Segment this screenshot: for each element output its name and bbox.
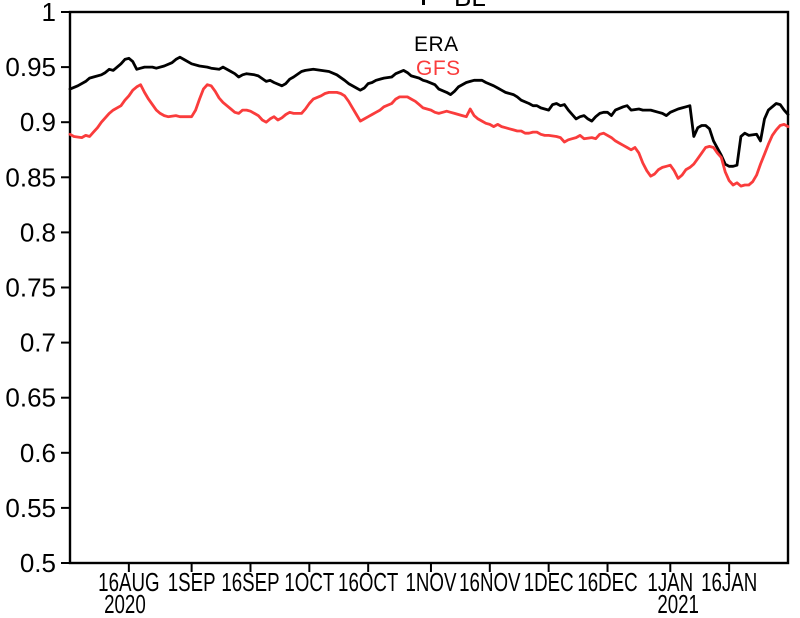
- x-axis-tick-label: 16AUG: [98, 567, 159, 597]
- series-line-era: [68, 55, 790, 168]
- y-axis-tick-label: 0.95: [5, 52, 56, 82]
- x-axis-tick-label-group: 1SEP: [168, 567, 216, 597]
- title-fragment-clip: BL: [440, 0, 580, 6]
- y-axis-tick-label: 0.6: [20, 438, 56, 468]
- plot-frame: [68, 10, 790, 565]
- y-axis-tick-label: 0.75: [5, 273, 56, 303]
- y-axis-tick-label: 0.55: [5, 493, 56, 523]
- x-axis-tick-label: 1SEP: [168, 567, 216, 597]
- x-axis-year-label-group: 2021: [657, 589, 699, 618]
- y-axis-tick-label: 0.8: [20, 217, 56, 247]
- legend-label-gfs: GFS: [416, 57, 461, 80]
- x-axis-tick-label: 16JAN: [701, 567, 757, 597]
- x-axis-tick-label: 1JAN: [647, 567, 693, 597]
- x-axis-tick-label: 1DEC: [524, 567, 574, 597]
- x-axis-year-label-group: 2020: [104, 589, 146, 618]
- y-axis-tick-label: 0.85: [5, 162, 56, 192]
- x-axis-year-label: 2021: [657, 589, 699, 618]
- x-axis-tick-label-group: 1OCT: [284, 567, 334, 597]
- x-axis-tick-label-group: 1NOV: [405, 567, 456, 597]
- x-axis-tick-label-group: 1DEC: [524, 567, 574, 597]
- series-line-gfs: [68, 83, 790, 188]
- x-axis-tick-label-group: 16AUG: [98, 567, 159, 597]
- title-fragment-stroke: [422, 0, 425, 5]
- legend-label-era: ERA: [414, 33, 459, 56]
- x-axis-tick-label: 16DEC: [577, 567, 637, 597]
- x-axis-tick-label: 16SEP: [221, 567, 279, 597]
- y-axis-tick-label: 0.5: [20, 548, 56, 578]
- x-axis-year-label: 2020: [104, 589, 146, 618]
- x-axis-tick-label: 1OCT: [284, 567, 334, 597]
- x-axis-tick-label-group: 16SEP: [221, 567, 279, 597]
- x-axis-tick-label-group: 16OCT: [338, 567, 398, 597]
- y-axis-tick-label: 0.7: [20, 328, 56, 358]
- y-axis-tick-label: 0.9: [20, 107, 56, 137]
- y-axis-tick-label: 0.65: [5, 383, 56, 413]
- x-axis-tick-label-group: 16NOV: [459, 567, 520, 597]
- x-axis-tick-label: 16OCT: [338, 567, 398, 597]
- x-axis-tick-label: 1NOV: [405, 567, 456, 597]
- chart-title-fragment: BL: [454, 0, 486, 6]
- x-axis-tick-label-group: 16JAN: [701, 567, 757, 597]
- x-axis-tick-label: 16NOV: [459, 567, 520, 597]
- x-axis-tick-label-group: 1JAN: [647, 567, 693, 597]
- x-axis-tick-label-group: 16DEC: [577, 567, 637, 597]
- y-axis-tick-label: 1: [42, 0, 56, 27]
